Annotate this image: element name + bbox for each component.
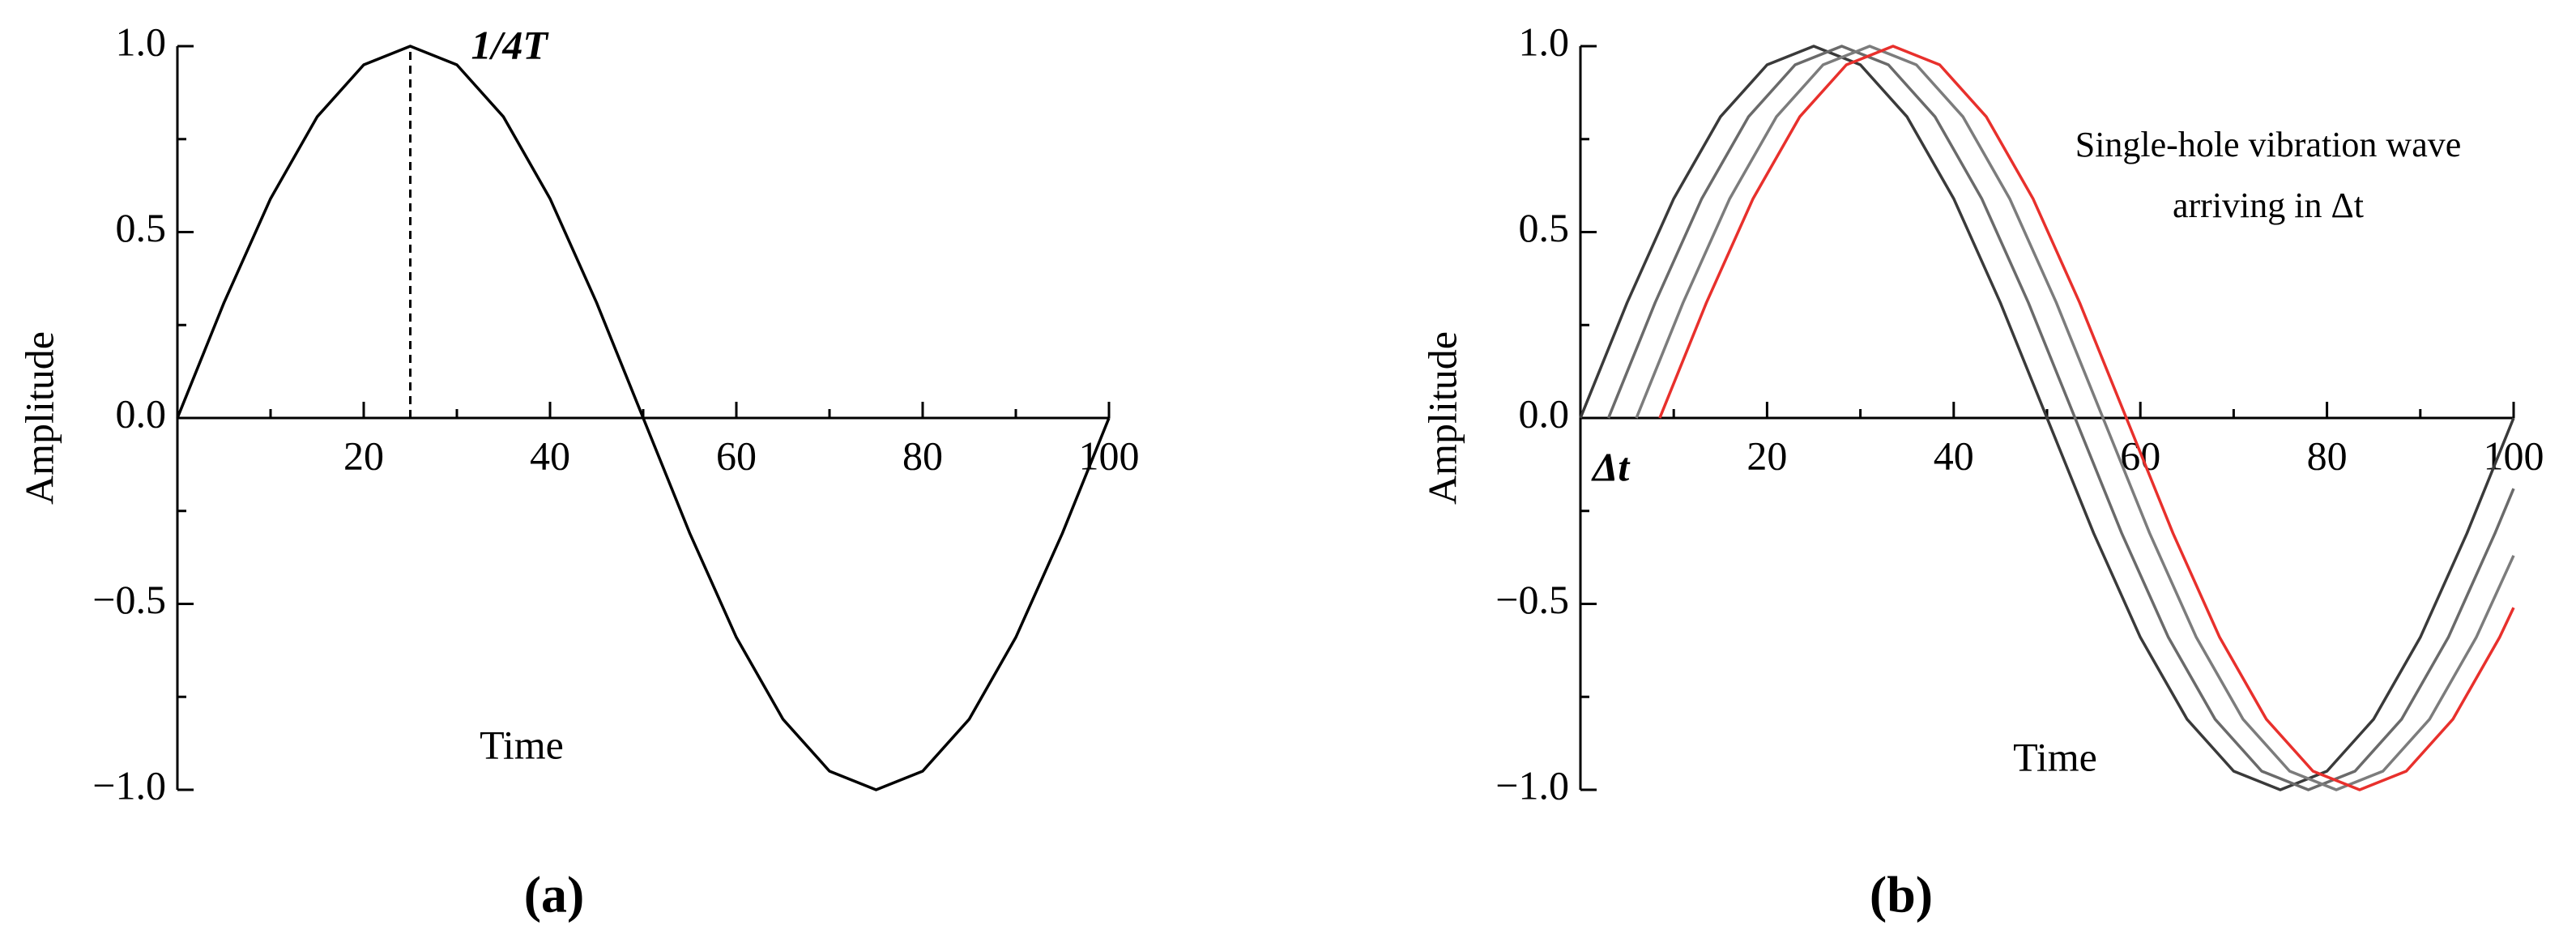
series-line <box>1658 45 2515 791</box>
series-line <box>1579 45 2515 791</box>
x-tick-label: 80 <box>2307 433 2348 478</box>
x-tick-label: 80 <box>902 433 943 478</box>
y-tick-label: −1.0 <box>1495 762 1569 808</box>
x-tick-label: 20 <box>343 433 384 478</box>
panel: −1.0−0.50.00.51.020 40 60 80 100AmplitudeTim… <box>16 19 1139 923</box>
x-tick-label: 40 <box>530 433 570 478</box>
series-line <box>1606 45 2515 791</box>
x-axis-label: Time <box>2013 734 2097 779</box>
series-line <box>1635 45 2515 791</box>
y-axis-label: Amplitude <box>1419 331 1465 505</box>
y-tick-label: 0.0 <box>1519 390 1570 436</box>
x-tick-label: 20 <box>1746 433 1787 478</box>
annotation: 1/4T <box>471 22 550 67</box>
shift-label: Δt <box>1591 444 1631 489</box>
y-tick-label: 0.5 <box>116 205 167 250</box>
y-tick-label: 0.0 <box>116 390 167 436</box>
panel-label: (a) <box>524 866 585 923</box>
y-tick-label: −0.5 <box>1495 577 1569 622</box>
x-tick-label: 60 <box>716 433 757 478</box>
y-tick-label: −0.5 <box>92 577 166 622</box>
x-axis-label: Time <box>480 722 564 767</box>
note: arriving in Δt <box>2173 186 2364 225</box>
panel: −1.0−0.50.00.51.020 40 60 80 100AmplitudeTim… <box>1419 19 2544 923</box>
y-tick-label: 1.0 <box>1519 19 1570 64</box>
y-tick-label: 1.0 <box>116 19 167 64</box>
note: Single-hole vibration wave <box>2075 125 2462 164</box>
x-tick-label: 40 <box>1934 433 1974 478</box>
y-axis-label: Amplitude <box>16 331 62 505</box>
y-tick-label: −1.0 <box>92 762 166 808</box>
panel-label: (b) <box>1870 866 1933 923</box>
y-tick-label: 0.5 <box>1519 205 1570 250</box>
series-line <box>176 45 1111 791</box>
